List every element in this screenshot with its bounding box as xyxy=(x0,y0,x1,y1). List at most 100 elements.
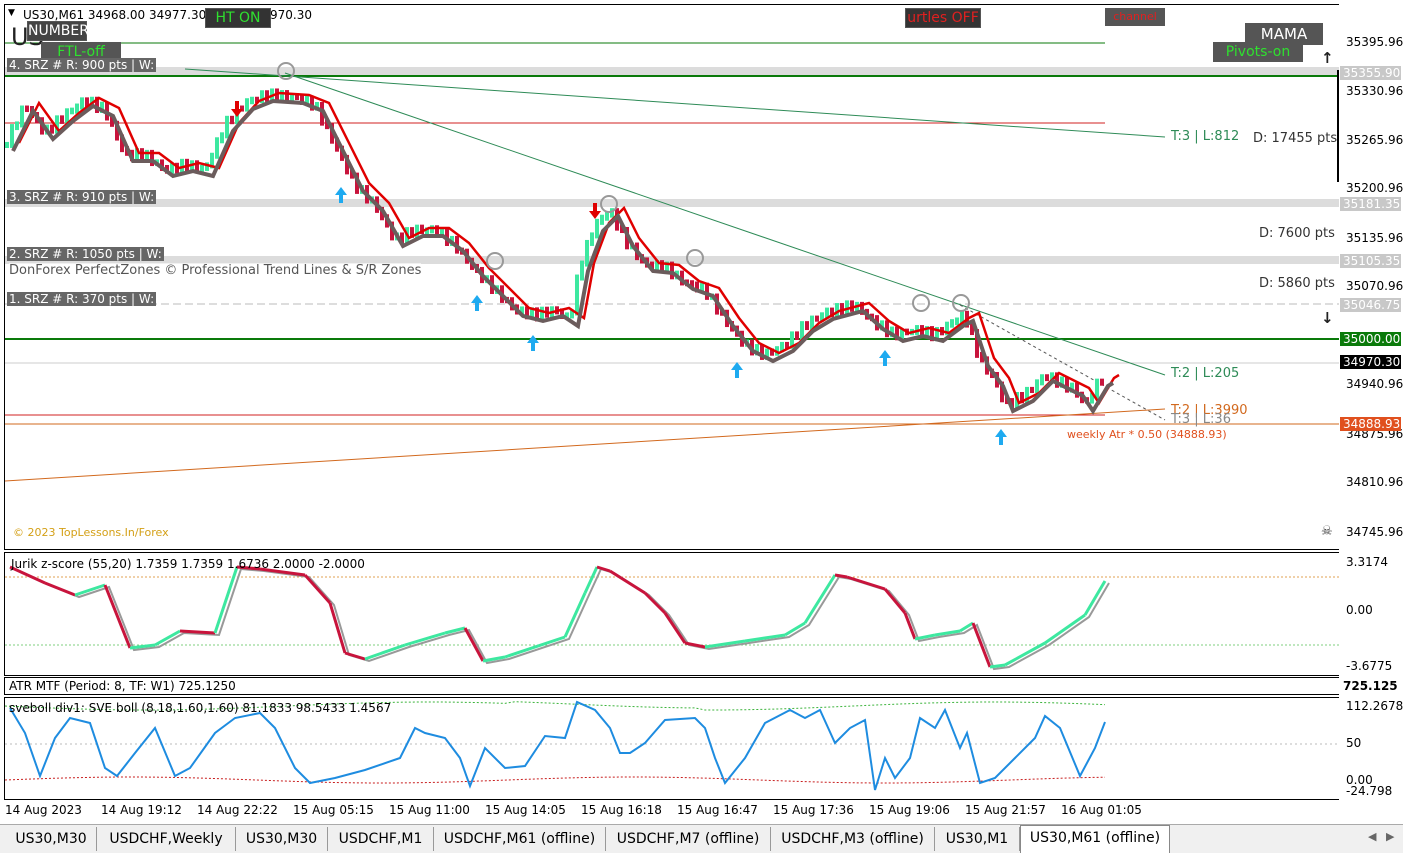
candle xyxy=(5,141,9,148)
candle xyxy=(1035,379,1039,394)
price-scale[interactable]: 35395.96 35330.96 35265.96 35200.96 3513… xyxy=(1339,4,1403,550)
candle xyxy=(1025,386,1029,404)
candle xyxy=(850,300,854,312)
price-tag-35181: 35181.35 xyxy=(1340,197,1401,211)
pivots-button[interactable]: Pivots-on xyxy=(1213,42,1303,62)
candle xyxy=(175,162,179,174)
sve-pane[interactable]: sveboll div1: SVE boll (8,18,1.60,1.60) … xyxy=(4,697,1340,800)
sve-upper-band xyxy=(5,701,1106,711)
candle xyxy=(925,326,929,339)
price-tick: 34745.96 xyxy=(1346,525,1403,539)
tab-usdchf-m1[interactable]: USDCHF,M1 xyxy=(328,827,434,851)
candle xyxy=(215,137,219,159)
candle xyxy=(120,134,124,153)
candle xyxy=(1065,376,1069,393)
candle xyxy=(825,307,829,319)
turtles-button[interactable]: urtles OFF xyxy=(905,8,981,28)
ht-button[interactable]: HT ON xyxy=(205,8,271,28)
price-tick: 35330.96 xyxy=(1346,84,1403,98)
tab-scroll-right-icon[interactable]: ▶ xyxy=(1386,830,1395,843)
main-chart-pane[interactable]: US30,M61 34968.00 34977.30 3 970.30 ▼ US… xyxy=(4,4,1340,550)
candle xyxy=(190,160,194,173)
candle xyxy=(245,98,249,112)
jurik-segment xyxy=(364,643,406,661)
candle xyxy=(135,148,139,162)
chart-tabs-bar: US30,M30 USDCHF,Weekly US30,M30 USDCHF,M… xyxy=(0,824,1403,853)
tab-usdchf-m3[interactable]: USDCHF,M3 (offline) xyxy=(771,827,935,851)
red-trend-line xyxy=(17,91,1120,406)
candle xyxy=(1060,376,1064,388)
scroll-down-icon[interactable]: ↓ xyxy=(1321,309,1334,327)
candle xyxy=(140,148,144,162)
candle xyxy=(430,225,434,234)
jurik-segment xyxy=(903,612,917,640)
price-tag-35046: 35046.75 xyxy=(1340,298,1401,312)
tab-us30-m61-active[interactable]: US30,M61 (offline) xyxy=(1020,825,1170,853)
scroll-up-icon[interactable]: ↑ xyxy=(1321,49,1334,67)
swing-circle xyxy=(686,249,704,267)
price-chart-canvas xyxy=(5,42,1339,482)
candle xyxy=(80,97,84,110)
channel-button[interactable]: channel xyxy=(1105,8,1165,26)
sve-label: sveboll div1: SVE boll (8,18,1.60,1.60) … xyxy=(9,701,392,715)
candle xyxy=(535,307,539,322)
tab-usdchf-m61[interactable]: USDCHF,M61 (offline) xyxy=(434,827,606,851)
jurik-pane[interactable]: Jurik z-score (55,20) 1.7359 1.7359 1.67… xyxy=(4,552,1340,676)
tab-scroll-left-icon[interactable]: ◀ xyxy=(1368,830,1377,843)
time-label: 15 Aug 14:05 xyxy=(485,803,566,817)
jurik-segment xyxy=(1044,613,1086,645)
candle xyxy=(100,101,104,113)
atr-pane[interactable]: ATR MTF (Period: 8, TF: W1) 725.1250 xyxy=(4,677,1340,695)
jurik-segment xyxy=(971,622,992,668)
jurik-segment xyxy=(609,569,646,595)
candle xyxy=(170,162,174,174)
candle xyxy=(1045,374,1049,382)
candle xyxy=(10,124,14,148)
tab-us30-m30[interactable]: US30,M30 xyxy=(6,827,97,851)
number-button[interactable]: NUMBER xyxy=(27,21,89,41)
jurik-segment xyxy=(444,626,466,635)
candle xyxy=(1030,386,1034,394)
sell-arrow-icon xyxy=(589,203,601,219)
candle xyxy=(325,119,329,130)
candle xyxy=(810,315,814,331)
candle xyxy=(575,274,579,316)
candle xyxy=(955,317,959,326)
skull-icon[interactable]: ☠ xyxy=(1321,524,1333,539)
candle xyxy=(880,320,884,331)
candle xyxy=(255,96,259,104)
candle xyxy=(345,154,349,175)
jurik-segment xyxy=(103,584,132,649)
candle xyxy=(195,160,199,174)
candle xyxy=(830,307,834,318)
jurik-segment xyxy=(883,588,907,614)
jurik-segment xyxy=(1004,641,1046,667)
copyright-text: © 2023 TopLessons.In/Forex xyxy=(13,526,169,539)
candle xyxy=(665,261,669,274)
candle xyxy=(390,221,394,241)
swing-circle xyxy=(277,62,295,80)
tab-usdchf-m7[interactable]: USDCHF,M7 (offline) xyxy=(606,827,771,851)
tab-usdchf-weekly[interactable]: USDCHF,Weekly xyxy=(97,827,236,851)
candle xyxy=(1070,382,1074,393)
sve-canvas xyxy=(5,700,1339,791)
jurik-segment xyxy=(404,631,446,647)
time-label: 15 Aug 16:18 xyxy=(581,803,662,817)
candle xyxy=(55,115,59,134)
price-tag-35355: 35355.90 xyxy=(1340,66,1401,80)
buy-arrow-icon xyxy=(879,350,891,366)
candle xyxy=(770,348,774,356)
swing-circle xyxy=(912,294,930,312)
sve-tick: 0.00 xyxy=(1346,773,1373,787)
jurik-segment xyxy=(328,602,347,654)
candle xyxy=(705,282,709,300)
candle xyxy=(60,115,64,124)
candle xyxy=(250,96,254,105)
tab-us30-m1[interactable]: US30,M1 xyxy=(935,827,1020,851)
candle xyxy=(335,137,339,152)
candle xyxy=(265,90,269,102)
chart-menu-icon[interactable]: ▼ xyxy=(8,8,15,18)
candle xyxy=(695,281,699,293)
tab-us30-m30-2[interactable]: US30,M30 xyxy=(236,827,328,851)
candle xyxy=(530,307,534,320)
